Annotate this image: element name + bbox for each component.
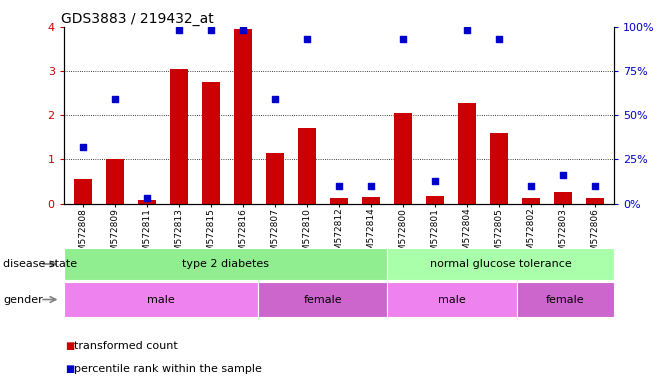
Bar [362,197,380,204]
Text: ■: ■ [65,341,74,351]
Point [589,183,600,189]
Point [205,27,216,33]
Text: GDS3883 / 219432_at: GDS3883 / 219432_at [61,12,214,26]
Text: ■: ■ [65,364,74,374]
Point [270,96,280,103]
Bar [138,200,156,204]
Bar [266,153,284,204]
Point [142,195,152,201]
Bar [74,179,92,204]
Bar [202,82,219,204]
Bar [298,127,315,204]
Bar [522,198,539,204]
Bar [554,192,572,204]
Bar [586,198,604,204]
Point [429,177,440,184]
Bar [490,133,507,204]
Text: female: female [303,295,342,305]
Bar [426,195,444,204]
Point [238,27,248,33]
Point [333,183,344,189]
Point [366,183,376,189]
Point [78,144,89,150]
Text: disease state: disease state [3,259,77,269]
Text: type 2 diabetes: type 2 diabetes [182,259,269,269]
Point [397,36,408,42]
Text: female: female [546,295,584,305]
Point [301,36,312,42]
Point [462,27,472,33]
Bar [458,103,476,204]
Point [109,96,120,103]
Bar [234,29,252,204]
Text: male: male [147,295,174,305]
Bar [170,69,188,204]
Point [174,27,185,33]
Text: male: male [438,295,466,305]
Text: transformed count: transformed count [74,341,178,351]
Bar [106,159,123,204]
Text: percentile rank within the sample: percentile rank within the sample [74,364,262,374]
Point [558,172,568,178]
Text: normal glucose tolerance: normal glucose tolerance [430,259,572,269]
Bar [330,198,348,204]
Point [493,36,504,42]
Bar [394,113,411,204]
Text: gender: gender [3,295,43,305]
Point [525,183,536,189]
